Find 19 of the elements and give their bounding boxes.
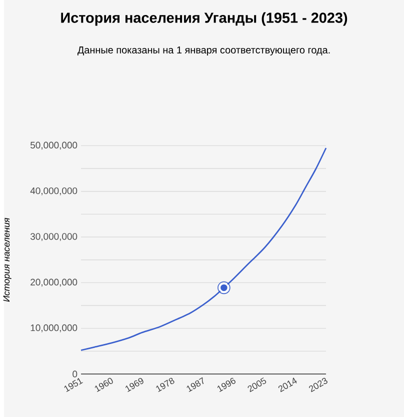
x-tick-label: 2005 — [248, 377, 266, 392]
line-series — [80, 147, 327, 351]
y-tick-label: 50,000,000 — [30, 142, 78, 150]
chart-subtitle: Данные показаны на 1 января соответствующего года. — [77, 46, 330, 56]
x-tick-label: 1951 — [64, 378, 83, 392]
x-tick-label: 1969 — [125, 378, 144, 392]
x-tick-label: 1960 — [94, 378, 113, 392]
x-tick-label: 2014 — [278, 378, 297, 392]
y-tick-label: 10,000,000 — [30, 324, 78, 332]
x-tick-label: 1978 — [156, 378, 174, 392]
x-tick-label: 1996 — [217, 378, 236, 392]
y-tick-label: 30,000,000 — [30, 233, 78, 241]
x-tick-label: 2023 — [309, 378, 328, 392]
y-tick-label: 0 — [72, 370, 78, 378]
y-tick-label: 20,000,000 — [30, 278, 78, 287]
y-axis-title: История населения — [3, 218, 12, 302]
x-tick-label: 1987 — [186, 377, 204, 392]
y-tick-label: 40,000,000 — [30, 187, 78, 196]
chart-title: История населения Уганды (1951 - 2023) — [61, 12, 348, 26]
